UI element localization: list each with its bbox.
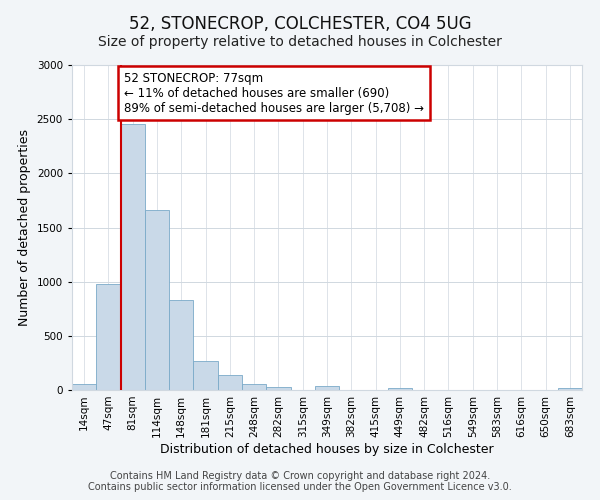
Bar (145, 210, 169, 390)
Bar (388, 388, 412, 390)
Bar (266, 387, 290, 390)
Text: Contains HM Land Registry data © Crown copyright and database right 2024.
Contai: Contains HM Land Registry data © Crown c… (88, 471, 512, 492)
Text: 52, STONECROP, COLCHESTER, CO4 5UG: 52, STONECROP, COLCHESTER, CO4 5UG (128, 15, 472, 33)
X-axis label: Distribution of detached houses by size in Colchester: Distribution of detached houses by size … (160, 442, 494, 456)
Bar (315, 386, 339, 390)
Bar (72, 384, 96, 390)
Bar (558, 388, 582, 390)
Bar (193, 361, 218, 390)
Bar (218, 376, 242, 390)
Bar (242, 384, 266, 390)
Bar (96, 284, 121, 390)
Text: Size of property relative to detached houses in Colchester: Size of property relative to detached ho… (98, 35, 502, 49)
Bar (169, 300, 193, 390)
Text: 52 STONECROP: 77sqm
← 11% of detached houses are smaller (690)
89% of semi-detac: 52 STONECROP: 77sqm ← 11% of detached ho… (124, 72, 424, 114)
Bar (121, 124, 145, 390)
Y-axis label: Number of detached properties: Number of detached properties (18, 129, 31, 326)
